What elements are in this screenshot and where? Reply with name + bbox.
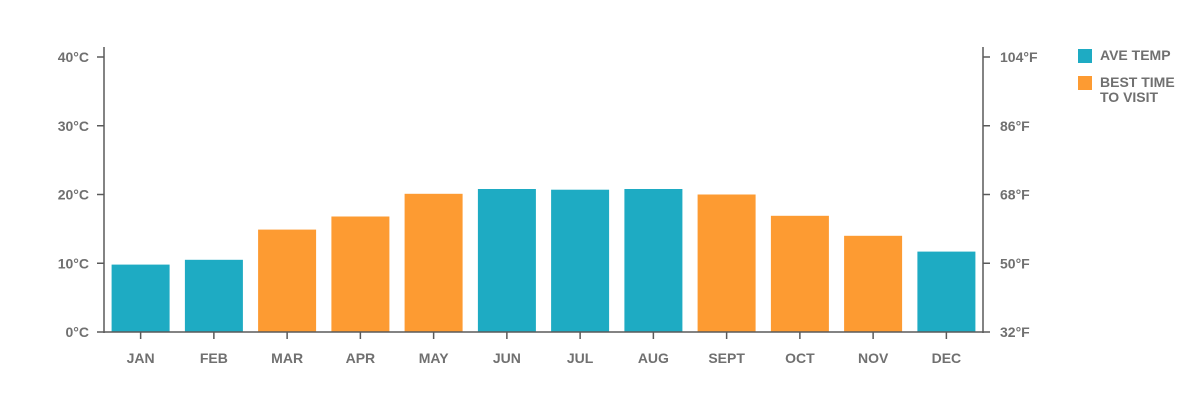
legend-item-best-time: BEST TIME TO VISIT bbox=[1078, 75, 1190, 105]
legend-item-ave-temp: AVE TEMP bbox=[1078, 48, 1190, 63]
x-tick-label: JUL bbox=[567, 350, 594, 366]
legend-label-best-time: BEST TIME TO VISIT bbox=[1100, 74, 1175, 105]
x-tick-label: APR bbox=[346, 350, 376, 366]
labels-group: 0°C 32°F 10°C 50°F 20°C 68°F 30°C 86°F 40°C 104°F… bbox=[58, 49, 1038, 366]
x-tick-label: MAY bbox=[419, 350, 449, 366]
x-tick-label: MAR bbox=[271, 350, 303, 366]
bar-mar bbox=[258, 229, 317, 332]
legend-swatch-ave-temp bbox=[1078, 49, 1092, 63]
bar-jan bbox=[111, 264, 170, 332]
bar-aug bbox=[624, 189, 683, 332]
x-tick-label: JAN bbox=[127, 350, 155, 366]
x-tick-label: DEC bbox=[932, 350, 962, 366]
legend-label-ave-temp: AVE TEMP bbox=[1100, 47, 1171, 63]
y-tick-label-right: 86°F bbox=[1000, 118, 1030, 134]
y-tick-label-right: 50°F bbox=[1000, 255, 1030, 271]
bar-nov bbox=[844, 235, 903, 333]
bar-jul bbox=[551, 189, 610, 332]
x-tick-label: NOV bbox=[858, 350, 889, 366]
bars-group bbox=[111, 189, 976, 333]
bar-oct bbox=[770, 215, 829, 332]
axes-group bbox=[97, 47, 990, 339]
x-tick-label: JUN bbox=[493, 350, 521, 366]
bar-apr bbox=[331, 216, 390, 332]
y-tick-label-left: 30°C bbox=[58, 118, 89, 134]
y-tick-label-left: 0°C bbox=[66, 324, 90, 340]
legend: AVE TEMP BEST TIME TO VISIT bbox=[1078, 48, 1190, 117]
y-tick-label-left: 40°C bbox=[58, 49, 89, 65]
bar-dec bbox=[917, 251, 976, 332]
y-tick-label-right: 104°F bbox=[1000, 49, 1038, 65]
bar-feb bbox=[184, 259, 243, 332]
bar-jun bbox=[477, 189, 536, 332]
bar-sept bbox=[697, 194, 756, 332]
bar-may bbox=[404, 193, 463, 332]
legend-swatch-best-time bbox=[1078, 76, 1092, 90]
x-tick-label: OCT bbox=[785, 350, 815, 366]
y-tick-label-left: 20°C bbox=[58, 187, 89, 203]
y-tick-label-left: 10°C bbox=[58, 255, 89, 271]
x-tick-label: AUG bbox=[638, 350, 669, 366]
x-tick-label: FEB bbox=[200, 350, 228, 366]
x-tick-label: SEPT bbox=[708, 350, 745, 366]
y-tick-label-right: 32°F bbox=[1000, 324, 1030, 340]
y-tick-label-right: 68°F bbox=[1000, 187, 1030, 203]
